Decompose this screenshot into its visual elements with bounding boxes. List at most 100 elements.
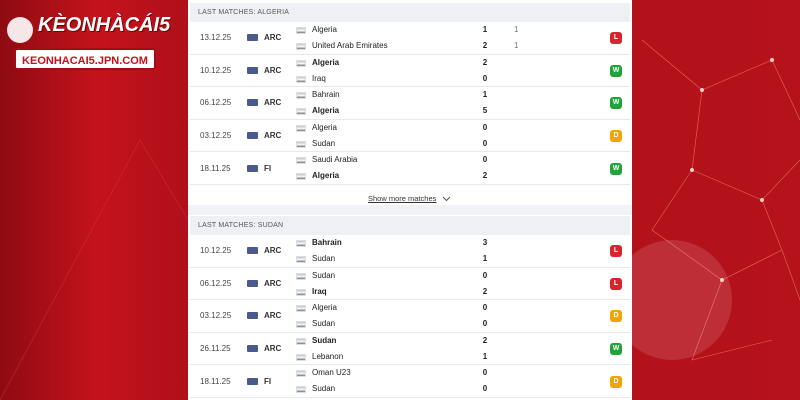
match-date: 03.12.25 bbox=[200, 311, 232, 321]
team-score: 2 bbox=[482, 41, 488, 50]
result-badge: D bbox=[610, 130, 622, 143]
team-flag bbox=[296, 59, 306, 67]
competition: ARC bbox=[264, 311, 282, 321]
team-flag bbox=[296, 173, 306, 181]
chevron-icon[interactable] bbox=[442, 196, 451, 202]
match-date: 18.11.25 bbox=[200, 376, 231, 386]
result-badge: D bbox=[610, 375, 622, 388]
match-date: 18.11.25 bbox=[200, 163, 231, 173]
competition: ARC bbox=[264, 344, 282, 354]
team-score: 0 bbox=[482, 270, 488, 280]
match-date: 26.11.25 bbox=[200, 344, 231, 354]
result-badge: W bbox=[610, 97, 622, 110]
competition: ARC bbox=[264, 98, 282, 108]
team-name[interactable]: Sudan bbox=[312, 138, 336, 148]
team-score: 0 bbox=[482, 319, 488, 329]
result-badge: W bbox=[610, 64, 622, 77]
match-row[interactable]: 26.11.25 ARC Sudan 2 Lebanon 1 W bbox=[190, 333, 630, 366]
team-name[interactable]: Sudan bbox=[312, 319, 336, 329]
team-score: 1 bbox=[482, 254, 488, 263]
team-name[interactable]: United Arab Emirates bbox=[312, 41, 388, 50]
match-row[interactable]: 18.11.25 FI Oman U23 0 Sudan 0 D bbox=[190, 365, 630, 398]
result-badge: W bbox=[610, 162, 622, 175]
result-badge: L bbox=[610, 245, 622, 258]
team-name[interactable]: Iraq bbox=[312, 286, 327, 296]
team-flag bbox=[296, 256, 306, 263]
team-flag bbox=[296, 321, 306, 329]
team-score: 2 bbox=[482, 286, 488, 296]
team-score: 0 bbox=[482, 368, 488, 378]
team-flag bbox=[296, 157, 306, 165]
logo-url[interactable]: KEONHACAI5.JPN.COM bbox=[14, 48, 156, 70]
left-decoration bbox=[0, 17, 188, 400]
team-flag bbox=[296, 108, 306, 116]
team-name[interactable]: Bahrain bbox=[312, 238, 342, 247]
team-name[interactable]: Algeria bbox=[312, 57, 340, 67]
match-row[interactable]: 13.12.25 ARC Algeria 1 1 United Arab Emirates… bbox=[190, 22, 630, 55]
team-flag bbox=[296, 140, 306, 148]
competition: ARC bbox=[264, 131, 282, 141]
competition-icon bbox=[247, 279, 258, 287]
team-name[interactable]: Sudan bbox=[312, 270, 336, 280]
team-flag bbox=[296, 272, 306, 280]
team-name[interactable]: Algeria bbox=[312, 122, 337, 132]
team-name[interactable]: Oman U23 bbox=[312, 368, 351, 378]
match-row[interactable]: 06.12.25 ARC Sudan 0 Iraq 2 L bbox=[190, 268, 630, 301]
team-score: 2 bbox=[482, 57, 488, 67]
competition: FI bbox=[264, 376, 272, 386]
team-extra-score: 1 bbox=[514, 41, 519, 50]
match-row[interactable]: 06.12.25 ARC Bahrain 1 Algeria 5 W bbox=[190, 87, 630, 120]
team-flag bbox=[296, 370, 306, 378]
show-more-link[interactable]: Show more matches bbox=[368, 194, 437, 203]
competition-icon bbox=[247, 377, 258, 385]
match-row[interactable]: 10.12.25 ARC Algeria 2 Iraq 0 W bbox=[190, 55, 630, 88]
team-name[interactable]: Algeria bbox=[312, 171, 340, 181]
team-name[interactable]: Iraq bbox=[312, 73, 326, 83]
result-badge: L bbox=[610, 32, 622, 45]
team-flag bbox=[296, 288, 306, 296]
match-row[interactable]: 10.12.25 ARC Bahrain 3 Sudan 1 L bbox=[190, 235, 630, 268]
team-score: 1 bbox=[482, 90, 488, 100]
match-date: 10.12.25 bbox=[200, 65, 232, 75]
team-name[interactable]: Algeria bbox=[312, 303, 337, 313]
match-date: 06.12.25 bbox=[200, 98, 232, 108]
team-name[interactable]: Saudi Arabia bbox=[312, 155, 358, 165]
match-row[interactable]: 18.11.25 FI Saudi Arabia 0 Algeria 2 W bbox=[190, 152, 630, 185]
team-flag bbox=[296, 43, 306, 50]
competition: FI bbox=[264, 163, 272, 173]
match-row[interactable]: 03.12.25 ARC Algeria 0 Sudan 0 D bbox=[190, 120, 630, 153]
team-flag bbox=[296, 124, 306, 132]
result-badge: D bbox=[610, 310, 622, 323]
team-score: 2 bbox=[482, 171, 488, 181]
competition: ARC bbox=[264, 65, 282, 75]
team-name[interactable]: Algeria bbox=[312, 106, 340, 116]
team-flag bbox=[296, 92, 306, 100]
team-name[interactable]: Sudan bbox=[312, 254, 336, 263]
team-score: 2 bbox=[482, 335, 488, 345]
team-name[interactable]: Sudan bbox=[312, 384, 336, 394]
team-score: 0 bbox=[482, 122, 488, 132]
competition-icon bbox=[247, 66, 258, 74]
competition-icon bbox=[247, 99, 258, 107]
team-flag bbox=[296, 305, 306, 313]
match-row[interactable]: 03.12.25 ARC Algeria 0 Sudan 0 D bbox=[190, 300, 630, 333]
section-header: LAST MATCHES: SUDAN bbox=[190, 216, 630, 235]
logo-title[interactable]: KÈONHÀCÁI5 bbox=[38, 14, 171, 36]
section-header: LAST MATCHES: ALGERIA bbox=[190, 3, 630, 22]
team-flag bbox=[296, 27, 306, 34]
team-score: 1 bbox=[482, 25, 488, 34]
team-name[interactable]: Sudan bbox=[312, 335, 337, 345]
competition-icon bbox=[247, 164, 258, 172]
team-flag bbox=[296, 386, 306, 394]
match-date: 03.12.25 bbox=[200, 131, 232, 141]
team-flag bbox=[296, 240, 306, 247]
competition: ARC bbox=[264, 246, 282, 256]
team-name[interactable]: Lebanon bbox=[312, 351, 344, 361]
team-name[interactable]: Algeria bbox=[312, 25, 337, 34]
competition-icon bbox=[247, 345, 258, 353]
team-extra-score: 1 bbox=[514, 25, 519, 34]
competition-icon bbox=[247, 132, 258, 140]
team-name[interactable]: Bahrain bbox=[312, 90, 340, 100]
team-score: 5 bbox=[482, 106, 488, 116]
